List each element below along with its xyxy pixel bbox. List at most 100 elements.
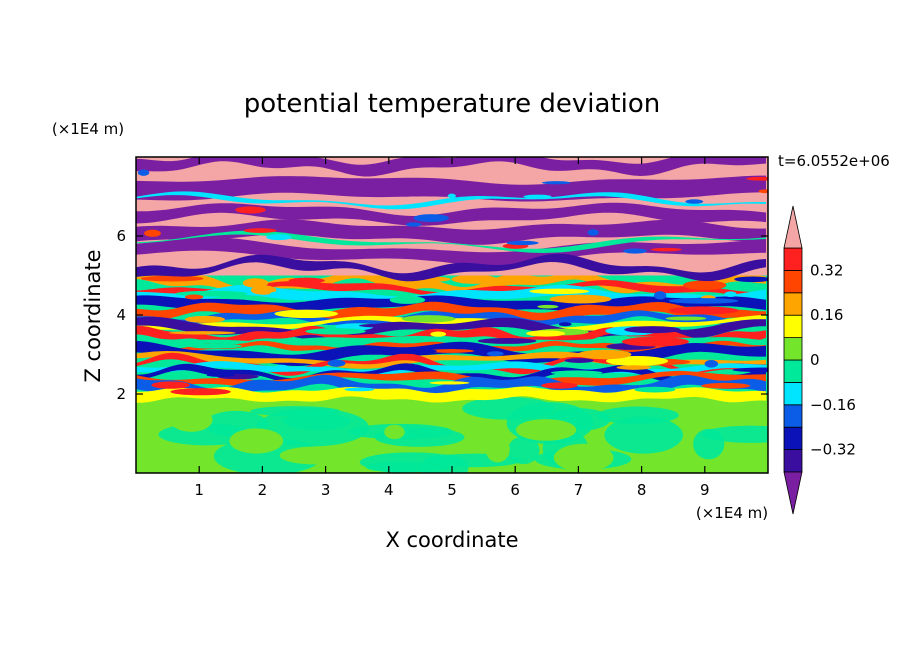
upper-eddy xyxy=(266,234,292,241)
field-layers xyxy=(136,157,768,473)
turbulent-eddy xyxy=(526,330,566,337)
turbulent-eddy xyxy=(451,274,498,284)
weak-positive-blob xyxy=(553,443,614,472)
y-axis-unit: (×1E4 m) xyxy=(52,120,124,138)
contour-field xyxy=(136,157,768,473)
colorbar-min-arrow xyxy=(783,471,803,515)
upper-eddy xyxy=(413,214,450,222)
upper-eddy xyxy=(746,176,768,181)
colorbar-tick-label: 0.32 xyxy=(810,261,843,279)
turbulent-eddy xyxy=(564,358,594,363)
upper-eddy xyxy=(137,169,150,176)
upper-eddy xyxy=(506,240,539,246)
upper-eddy xyxy=(650,247,682,252)
x-tick-label: 8 xyxy=(637,481,647,499)
near-zero-blob xyxy=(693,428,725,460)
stratified-layer xyxy=(136,253,766,282)
turbulent-layer xyxy=(136,271,766,295)
turbulent-eddy xyxy=(624,326,681,334)
stratified-layer xyxy=(136,157,766,177)
turbulent-layer xyxy=(136,386,766,403)
colorbar: 0.32 0.16 0 −0.16 −0.32 xyxy=(783,205,856,515)
near-zero-blob xyxy=(507,436,540,465)
x-tick-label: 1 xyxy=(194,481,204,499)
turbulent-eddy xyxy=(732,367,768,373)
turbulent-layer xyxy=(136,351,766,369)
turbulent-eddy xyxy=(616,365,652,370)
colorbar-band xyxy=(783,359,803,383)
upper-eddy xyxy=(144,229,161,237)
upper-eddy xyxy=(405,222,422,227)
colorbar-tick-label: −0.32 xyxy=(810,441,856,459)
colorbar-band xyxy=(783,314,803,339)
turbulent-eddy xyxy=(389,295,426,304)
near-zero-blob xyxy=(365,461,435,473)
colorbar-band xyxy=(783,404,803,428)
colorbar-tick-label: −0.16 xyxy=(810,396,856,414)
colorbar-band xyxy=(783,247,803,271)
y-axis-label: Z coordinate xyxy=(81,249,105,382)
upper-eddy xyxy=(235,206,266,214)
colorbar-band xyxy=(783,292,803,316)
x-tick-label: 4 xyxy=(384,481,394,499)
upper-eddy xyxy=(685,199,704,204)
turbulent-eddy xyxy=(477,337,537,344)
y-tick-label: 6 xyxy=(116,227,126,245)
turbulent-eddy xyxy=(387,348,437,354)
upper-eddy xyxy=(447,193,456,199)
stratified-layer xyxy=(136,191,766,210)
time-annotation: t=6.0552e+06 xyxy=(778,152,890,170)
colorbar-band xyxy=(783,337,803,361)
x-tick-label: 7 xyxy=(574,481,584,499)
colorbar-tick-label: 0.16 xyxy=(810,306,843,324)
turbulent-eddy xyxy=(140,275,204,282)
turbulent-eddy xyxy=(187,343,242,349)
x-tick-label: 9 xyxy=(700,481,710,499)
turbulent-eddy xyxy=(430,331,447,337)
colorbar-band xyxy=(783,449,803,473)
turbulent-eddy xyxy=(621,336,689,347)
turbulent-eddy xyxy=(344,387,375,392)
turbulent-eddy xyxy=(250,285,277,295)
turbulent-eddy xyxy=(269,291,288,297)
turbulent-eddy xyxy=(486,351,504,357)
near-zero-blob xyxy=(283,412,351,430)
turbulent-eddy xyxy=(558,322,572,327)
turbulent-eddy xyxy=(577,349,632,360)
turbulent-eddy xyxy=(634,386,676,393)
chart-title: potential temperature deviation xyxy=(244,89,660,119)
turbulent-eddy xyxy=(606,356,669,366)
turbulent-eddy xyxy=(327,359,346,367)
turbulent-layer xyxy=(136,314,766,332)
turbulent-eddy xyxy=(428,349,475,353)
stratified-layer xyxy=(136,219,766,245)
colorbar-band xyxy=(783,269,803,294)
turbulent-eddy xyxy=(206,373,236,377)
turbulent-eddy xyxy=(358,323,397,328)
turbulent-eddy xyxy=(184,294,204,300)
colorbar-tick-label: 0 xyxy=(810,351,820,369)
turbulent-eddy xyxy=(305,328,366,335)
x-axis-unit: (×1E4 m) xyxy=(696,504,768,522)
x-tick-label: 5 xyxy=(447,481,457,499)
x-axis-label: X coordinate xyxy=(385,528,518,552)
upper-eddy xyxy=(523,194,552,199)
turbulent-eddy xyxy=(151,381,190,389)
turbulent-eddy xyxy=(724,291,737,298)
x-axis: 1 2 3 4 5 6 7 8 9 xyxy=(194,157,710,499)
turbulent-eddy xyxy=(734,276,768,283)
turbulent-eddy xyxy=(541,382,578,389)
turbulent-layer xyxy=(136,280,766,298)
y-tick-label: 4 xyxy=(116,306,126,324)
turbulent-eddy xyxy=(683,280,727,290)
colorbar-band xyxy=(783,426,803,451)
upper-eddy xyxy=(622,248,647,254)
x-tick-label: 3 xyxy=(321,481,331,499)
turbulent-layer xyxy=(136,374,766,398)
weak-positive-blob xyxy=(169,407,213,432)
near-zero-blob xyxy=(462,396,555,420)
stratified-layer xyxy=(136,202,766,226)
near-zero-blob xyxy=(604,416,683,454)
turbulent-eddy xyxy=(184,315,226,323)
